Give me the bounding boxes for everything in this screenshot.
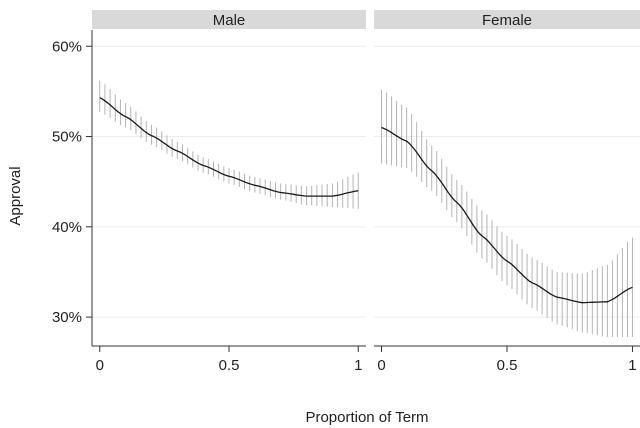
y-axis-label: Approval: [7, 166, 24, 225]
panel-female: Female 0 0.5 1: [374, 10, 640, 374]
panels-layer: Male 0 0.5 1 Female 0 0.5 1: [92, 10, 640, 374]
confidence-interval: [99, 80, 359, 209]
x-tick-label: 1: [354, 357, 362, 374]
series-line: [381, 126, 633, 304]
x-tick-label: 0: [377, 357, 385, 374]
panel-title: Male: [213, 12, 246, 29]
panel-strip: [374, 10, 640, 29]
x-tick-label: 0.5: [219, 357, 240, 374]
series-line: [99, 97, 359, 197]
confidence-interval: [381, 89, 633, 337]
x-tick-label: 0.5: [497, 357, 518, 374]
x-axis-label: Proportion of Term: [305, 409, 428, 426]
y-tick-label: 30%: [52, 309, 82, 326]
panel-male: Male 0 0.5 1: [92, 10, 366, 374]
y-axis: 30% 40% 50% 60%: [52, 30, 93, 346]
panel-strip: [92, 10, 366, 29]
x-tick-label: 1: [628, 357, 636, 374]
y-tick-label: 60%: [52, 38, 82, 55]
panel-title: Female: [482, 12, 532, 29]
y-tick-label: 40%: [52, 219, 82, 236]
y-tick-label: 50%: [52, 129, 82, 146]
x-tick-label: 0: [96, 357, 104, 374]
